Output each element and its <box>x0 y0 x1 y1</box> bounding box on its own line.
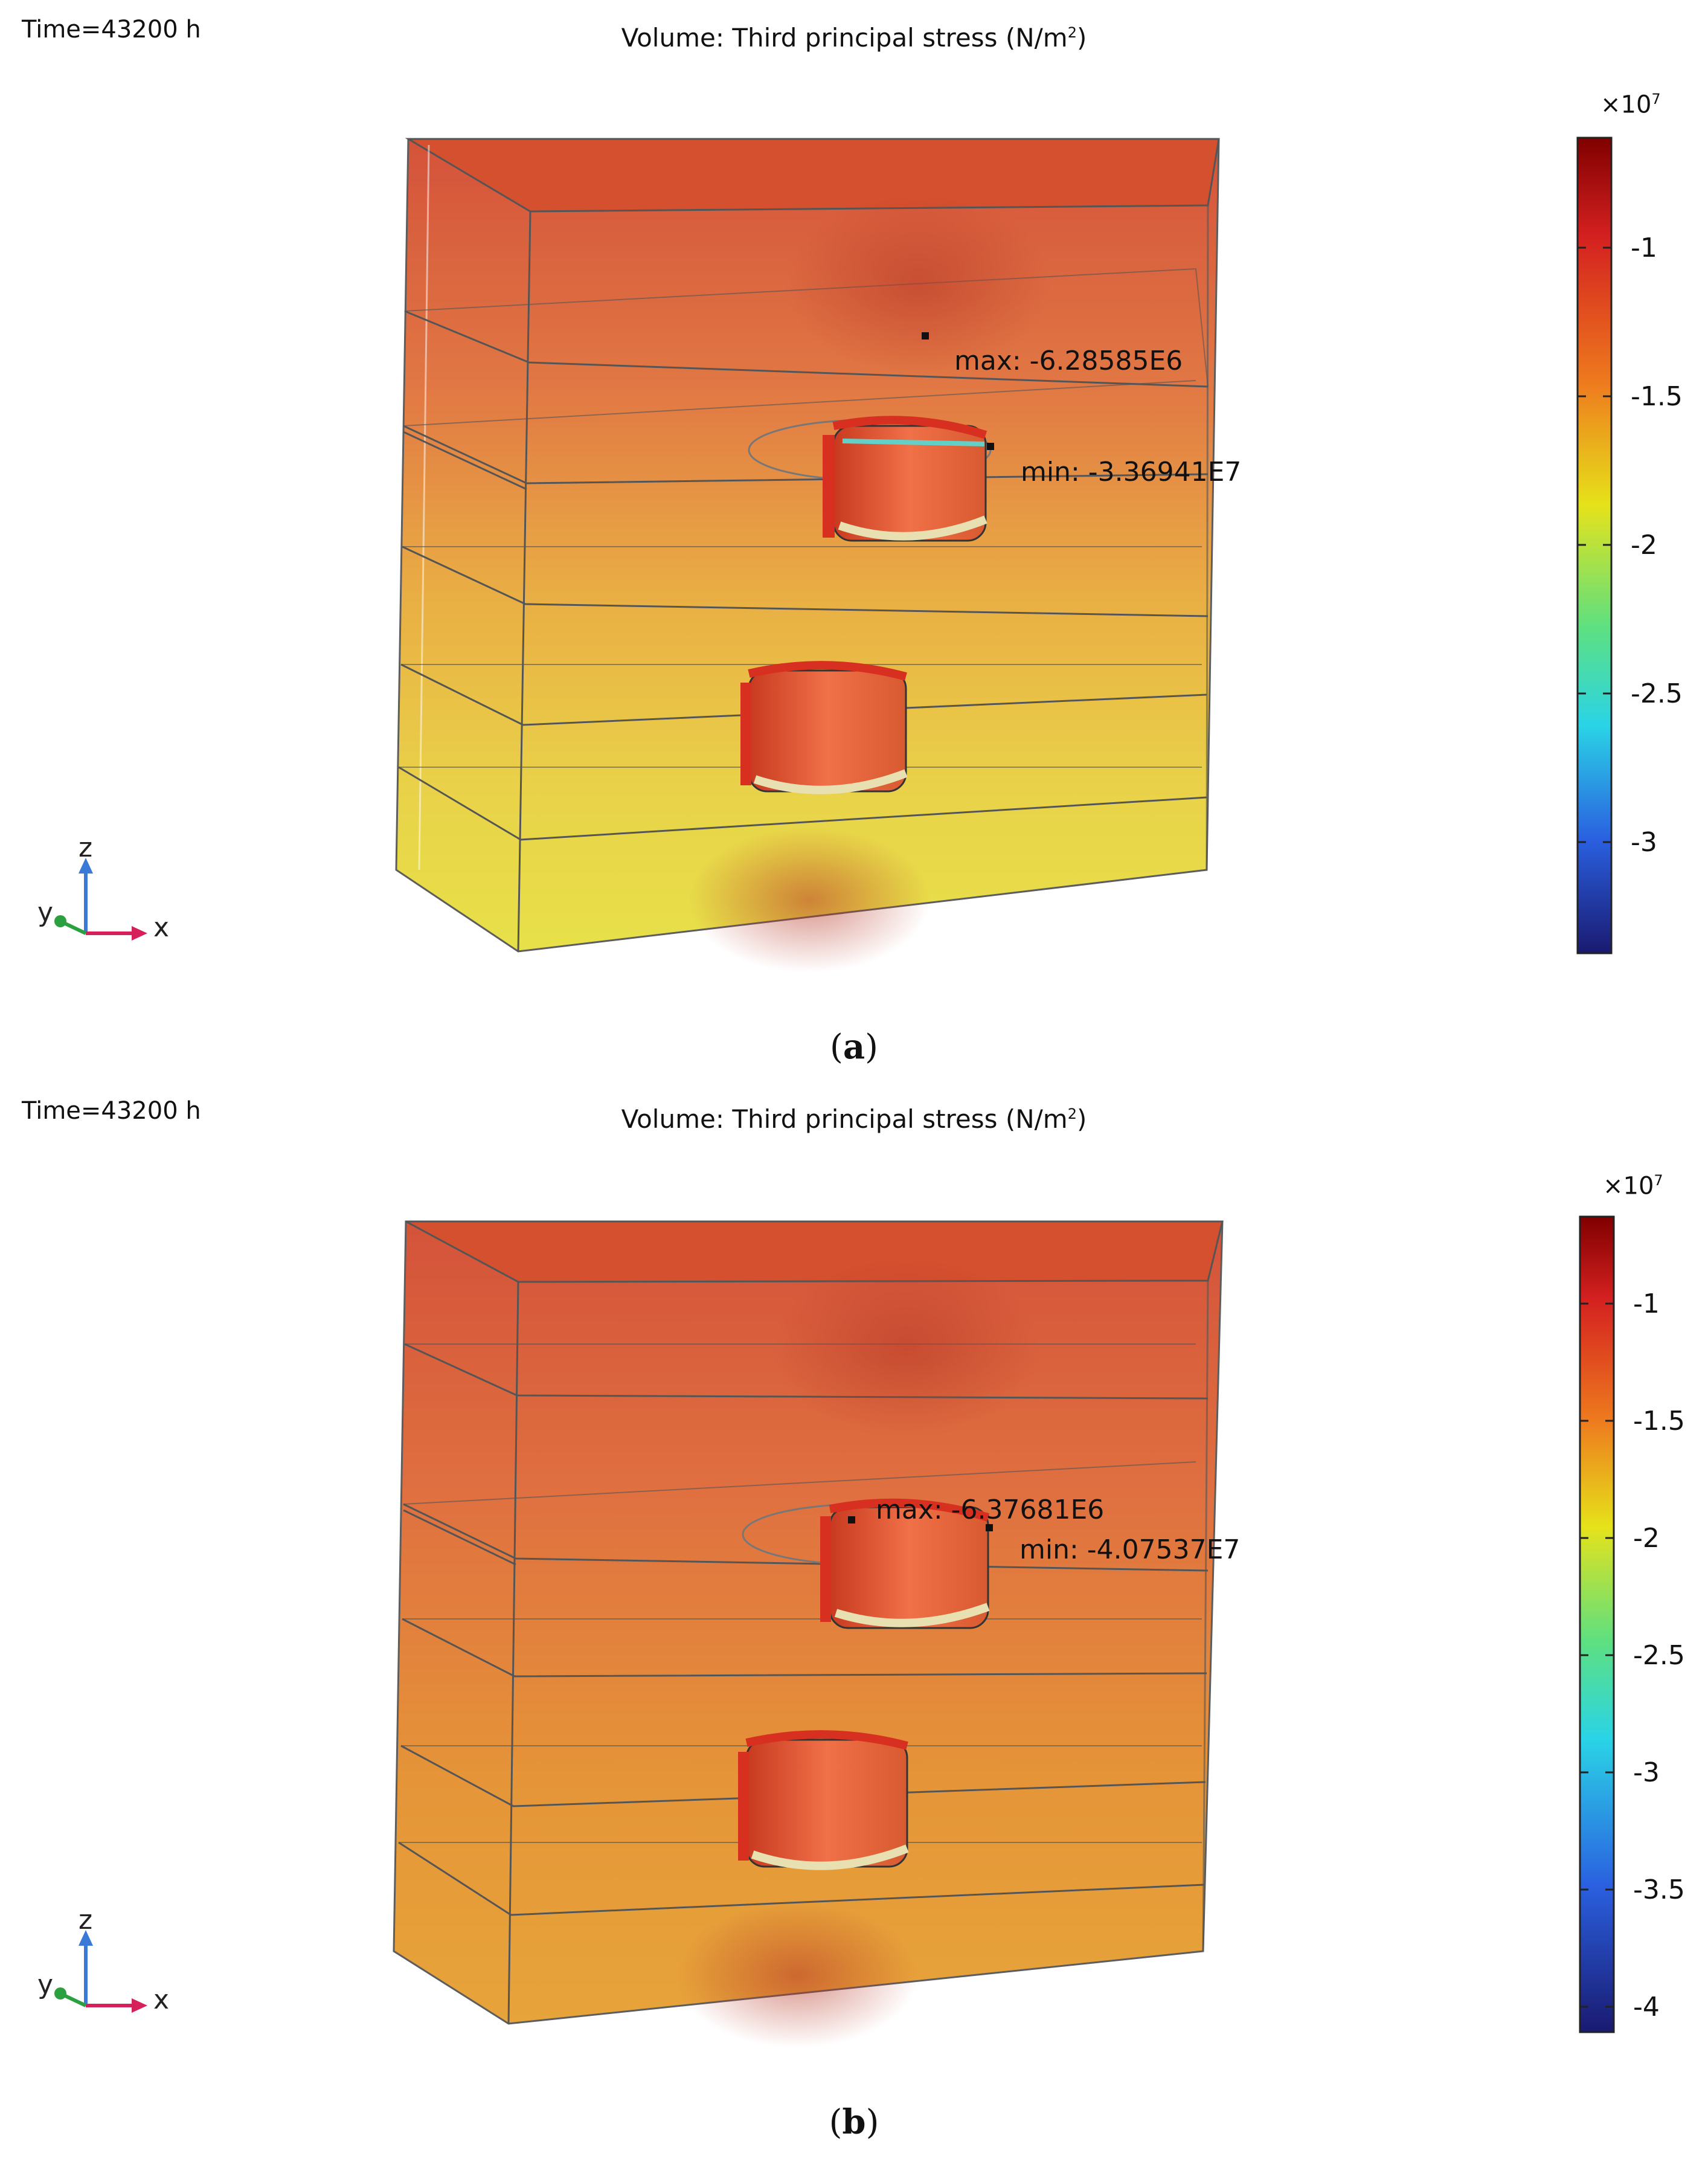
caption-letter: a <box>843 1027 865 1067</box>
title-sup: 2 <box>1067 24 1077 41</box>
colorbar-tick-label: -1 <box>1631 233 1657 263</box>
max-marker <box>922 332 929 339</box>
plot-title: Volume: Third principal stress (N/m2) <box>0 1104 1708 1134</box>
colorbar-multiplier: ×107 <box>1600 91 1661 118</box>
stress-scene: max: -6.37681E6 min: -4.07537E7 z y x <box>37 1215 1685 2048</box>
max-label: max: -6.28585E6 <box>954 346 1183 376</box>
multiplier-exp: 7 <box>1651 91 1661 108</box>
caption-close: ) <box>865 1028 878 1067</box>
colorbar-tick-label: -2.5 <box>1633 1640 1685 1671</box>
colorbar: -1 -1.5 -2 -2.5 -3 -3.5 -4 <box>1579 1215 1685 2033</box>
panel-a: Time=43200 h Volume: Third principal str… <box>0 0 1708 1067</box>
block-model <box>393 1220 1224 2048</box>
colorbar-tick-label: -2 <box>1633 1523 1660 1554</box>
upper-cavity <box>748 416 992 542</box>
multiplier-exp: 7 <box>1654 1172 1663 1189</box>
axis-x-label: x <box>153 1984 169 2015</box>
max-marker <box>848 1516 855 1523</box>
caption-a: (a) <box>0 1027 1708 1067</box>
caption-b: (b) <box>0 2102 1708 2142</box>
colorbar: -1 -1.5 -2 -2.5 -3 <box>1576 137 1683 954</box>
colorbar-ticks <box>1580 1302 1614 2008</box>
colorbar-tick-label: -3 <box>1631 827 1657 858</box>
caption-letter: b <box>842 2102 866 2142</box>
colorbar-tick-label: -1.5 <box>1631 381 1683 412</box>
title-main: Volume: Third principal stress (N/m <box>621 23 1068 53</box>
max-label: max: -6.37681E6 <box>876 1494 1104 1525</box>
axis-z-label: z <box>79 832 92 863</box>
lower-cavity <box>740 661 908 794</box>
colorbar-multiplier: ×107 <box>1603 1172 1663 1200</box>
colorbar-tick-label: -3.5 <box>1633 1874 1685 1905</box>
axis-x-label: x <box>153 912 169 943</box>
axis-triad: z y x <box>37 1905 169 2015</box>
min-label: min: -3.36941E7 <box>1021 457 1241 487</box>
min-marker <box>987 443 994 450</box>
axis-z-label: z <box>79 1905 92 1935</box>
colorbar-tick-label: -2.5 <box>1631 678 1683 709</box>
colorbar-tick-label: -1 <box>1633 1289 1660 1319</box>
caption-open: ( <box>829 2103 843 2142</box>
colorbar-gradient <box>1579 1215 1615 2033</box>
title-sup: 2 <box>1067 1105 1077 1122</box>
colorbar-tick-label: -1.5 <box>1633 1406 1685 1437</box>
upper-cavity <box>742 1498 990 1629</box>
min-label: min: -4.07537E7 <box>1019 1534 1240 1565</box>
min-marker <box>986 1524 993 1531</box>
colorbar-ticks <box>1578 246 1611 843</box>
block-model <box>395 138 1220 973</box>
stress-scene: max: -6.28585E6 min: -3.36941E7 z y x <box>37 137 1683 973</box>
title-main: Volume: Third principal stress (N/m <box>621 1104 1068 1134</box>
multiplier-base: ×10 <box>1603 1172 1654 1200</box>
axis-y-label: y <box>37 897 53 928</box>
colorbar-tick-label: -4 <box>1633 1992 1660 2022</box>
axis-triad: z y x <box>37 832 169 943</box>
caption-close: ) <box>865 2103 879 2142</box>
time-label: Time=43200 h <box>22 16 201 43</box>
caption-open: ( <box>829 1028 843 1067</box>
lower-cavity <box>738 1730 909 1870</box>
axis-y-label: y <box>37 1969 53 2000</box>
time-label: Time=43200 h <box>22 1097 201 1125</box>
multiplier-base: ×10 <box>1600 91 1652 119</box>
panel-b: Time=43200 h Volume: Third principal str… <box>0 1081 1708 2144</box>
title-end: ) <box>1077 23 1087 53</box>
title-end: ) <box>1077 1104 1087 1134</box>
colorbar-tick-label: -2 <box>1631 530 1657 561</box>
colorbar-tick-label: -3 <box>1633 1757 1660 1788</box>
plot-title: Volume: Third principal stress (N/m2) <box>0 23 1708 53</box>
